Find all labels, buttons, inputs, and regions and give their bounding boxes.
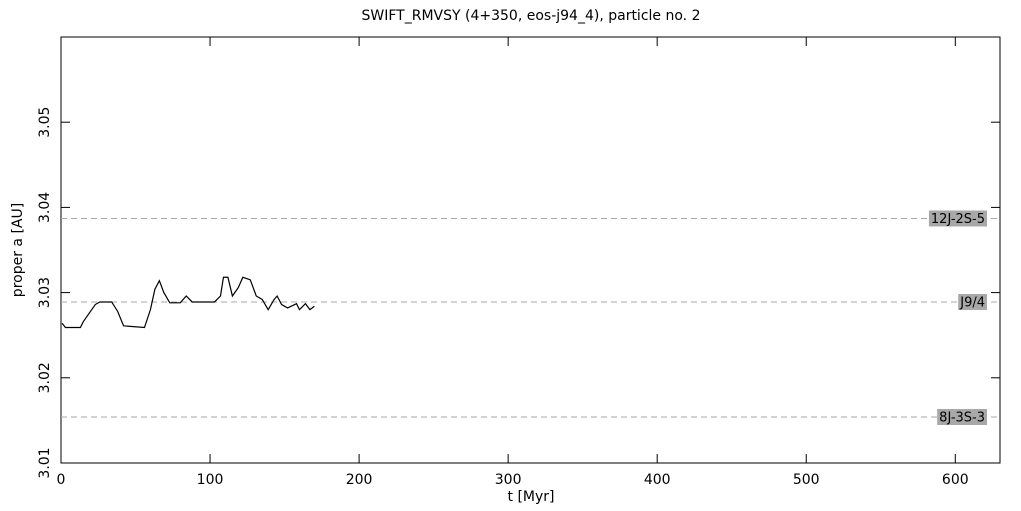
x-tick-label: 300 [495, 472, 522, 488]
y-tick-label: 3.02 [37, 362, 53, 393]
reference-label-bg [937, 408, 987, 425]
reference-label-bg [928, 210, 987, 227]
x-tick-label: 200 [346, 472, 373, 488]
data-line [61, 276, 315, 329]
x-tick-label: 500 [793, 472, 820, 488]
reference-label: J9/4 [959, 295, 985, 310]
x-tick-label: 600 [942, 472, 969, 488]
x-axis-label: t [Myr] [508, 489, 555, 505]
x-tick-label: 0 [57, 472, 66, 488]
x-tick-label: 400 [644, 472, 671, 488]
chart-title: SWIFT_RMVSY (4+350, eos-j94_4), particle… [362, 8, 701, 24]
y-tick-label: 3.03 [37, 277, 53, 308]
y-tick-label: 3.04 [37, 192, 53, 223]
reference-label: 8J-3S-3 [939, 410, 985, 425]
y-axis-label: proper a [AU] [10, 203, 26, 297]
y-tick-label: 3.05 [37, 107, 53, 138]
y-tick-label: 3.01 [37, 447, 53, 478]
x-tick-label: 100 [197, 472, 224, 488]
reference-label-bg [958, 293, 987, 310]
plot-frame [60, 36, 1001, 464]
reference-label: 12J-2S-5 [931, 212, 985, 227]
